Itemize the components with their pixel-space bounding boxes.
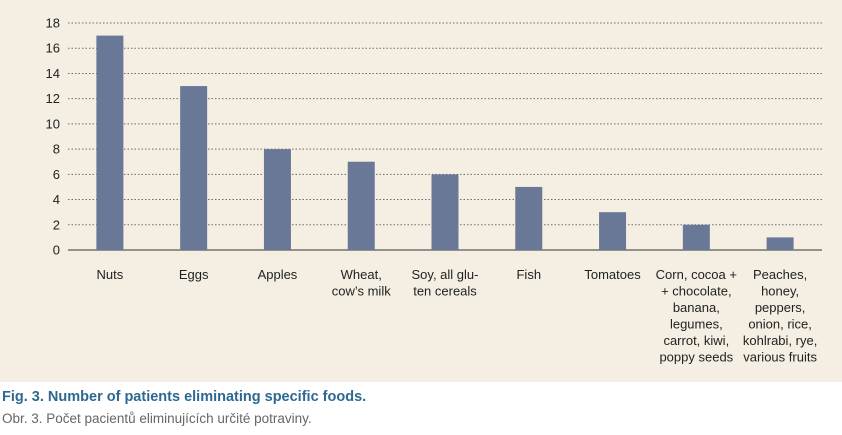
y-tick-label: 18 bbox=[46, 16, 60, 31]
bar bbox=[96, 35, 124, 250]
figure-caption-title: Fig. 3. Number of patients eliminating s… bbox=[2, 389, 367, 405]
y-tick-label: 12 bbox=[46, 91, 60, 106]
bar-chart: 0 2 4 6 8 10 12 14 16 18 Nuts Eggs Apples Wheat, cow’s… bbox=[46, 16, 822, 365]
y-tick-label: 2 bbox=[53, 217, 60, 232]
bar bbox=[263, 149, 291, 250]
bar bbox=[599, 212, 627, 250]
x-tick-label: Corn, cocoa + + chocolate, banana, legumes,… bbox=[656, 267, 737, 365]
x-tick-label: Peaches, honey, peppers, onion, rice, kohlra… bbox=[743, 267, 818, 365]
x-tick-label: Soy, all glu-ten cereals bbox=[412, 267, 479, 299]
bar bbox=[347, 161, 375, 250]
chart-panel: 0 2 4 6 8 10 12 14 16 18 Nuts Eggs Apples Wheat, cow’s… bbox=[0, 0, 842, 382]
figure-caption-subtitle: Obr. 3. Počet pacientů eliminujících urč… bbox=[2, 411, 312, 426]
y-tick-label: 14 bbox=[46, 66, 60, 81]
x-tick-label: Apples bbox=[258, 267, 298, 282]
y-tick-label: 4 bbox=[53, 192, 60, 207]
x-tick-label: Tomatoes bbox=[584, 267, 641, 282]
bar bbox=[515, 186, 543, 250]
y-tick-label: 16 bbox=[46, 41, 60, 56]
y-tick-label: 10 bbox=[46, 116, 60, 131]
y-tick-label: 8 bbox=[53, 142, 60, 157]
y-tick-label: 6 bbox=[53, 167, 60, 182]
x-tick-label: Eggs bbox=[179, 267, 209, 282]
bar bbox=[431, 174, 459, 250]
bar bbox=[766, 237, 794, 250]
x-tick-label: Fish bbox=[516, 267, 541, 282]
y-tick-label: 0 bbox=[53, 243, 60, 258]
x-tick-label: Nuts bbox=[97, 267, 124, 282]
bar bbox=[180, 86, 208, 250]
bar bbox=[682, 224, 710, 250]
x-tick-label: Wheat, cow’s milk bbox=[332, 267, 391, 299]
